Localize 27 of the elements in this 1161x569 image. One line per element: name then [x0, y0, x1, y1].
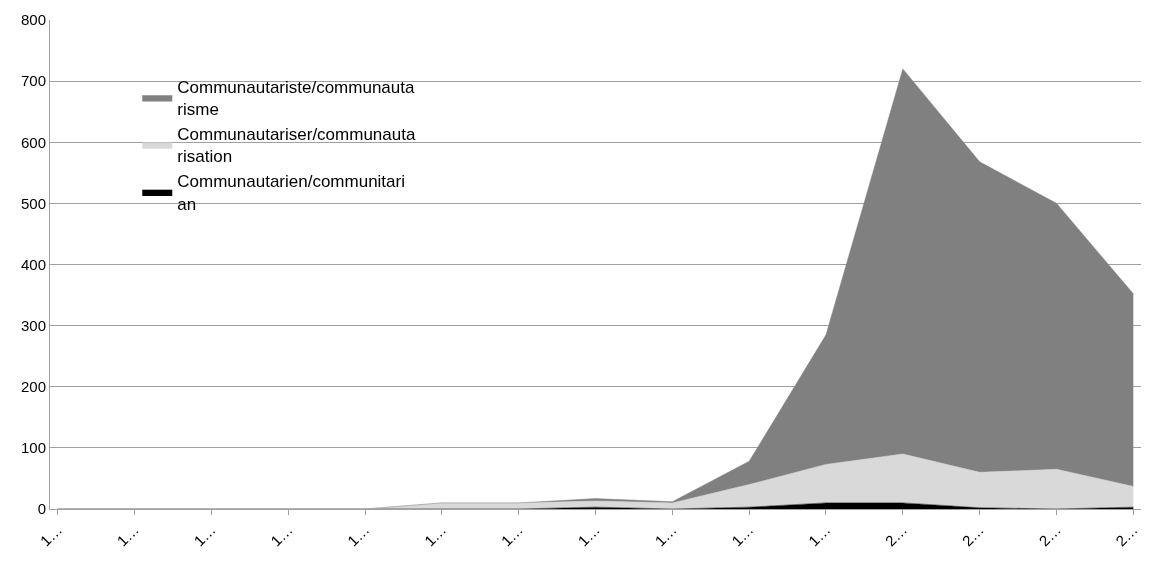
x-tick-label: 1…	[190, 520, 219, 550]
x-tick-label: 1…	[343, 520, 373, 550]
x-tick-label: 1…	[497, 520, 527, 550]
x-tick-label: 1…	[651, 520, 680, 550]
x-tick-label: 1…	[804, 520, 834, 550]
y-tick-label: 200	[20, 378, 46, 395]
x-tick-label: 1…	[267, 520, 296, 550]
x-tick-label: 2…	[1035, 520, 1064, 550]
y-tick-label: 300	[20, 316, 46, 334]
x-tick-label: 1…	[113, 520, 142, 550]
y-tick-label: 800	[20, 11, 46, 29]
legend-label: Communautariste/communautarisme	[177, 78, 415, 120]
legend-label: Communautarien/communitarian	[177, 172, 405, 214]
legend-label: Communautariser/communautarisation	[177, 125, 416, 167]
x-tick-label: 1…	[420, 520, 450, 550]
y-tick-label: 0	[37, 500, 46, 518]
x-tick-label: 2…	[1112, 520, 1141, 550]
x-tick-label: 1…	[728, 520, 757, 550]
x-tick-label: 1…	[36, 520, 66, 550]
x-tick-label: 2…	[881, 520, 911, 550]
x-tick-label: 2…	[958, 520, 988, 550]
x-tick-label: 1…	[574, 520, 603, 550]
y-tick-label: 500	[20, 194, 46, 212]
y-tick-label: 400	[20, 255, 46, 273]
y-tick-label: 700	[20, 72, 46, 90]
y-tick-label: 600	[20, 133, 46, 151]
y-tick-label: 100	[20, 439, 46, 457]
